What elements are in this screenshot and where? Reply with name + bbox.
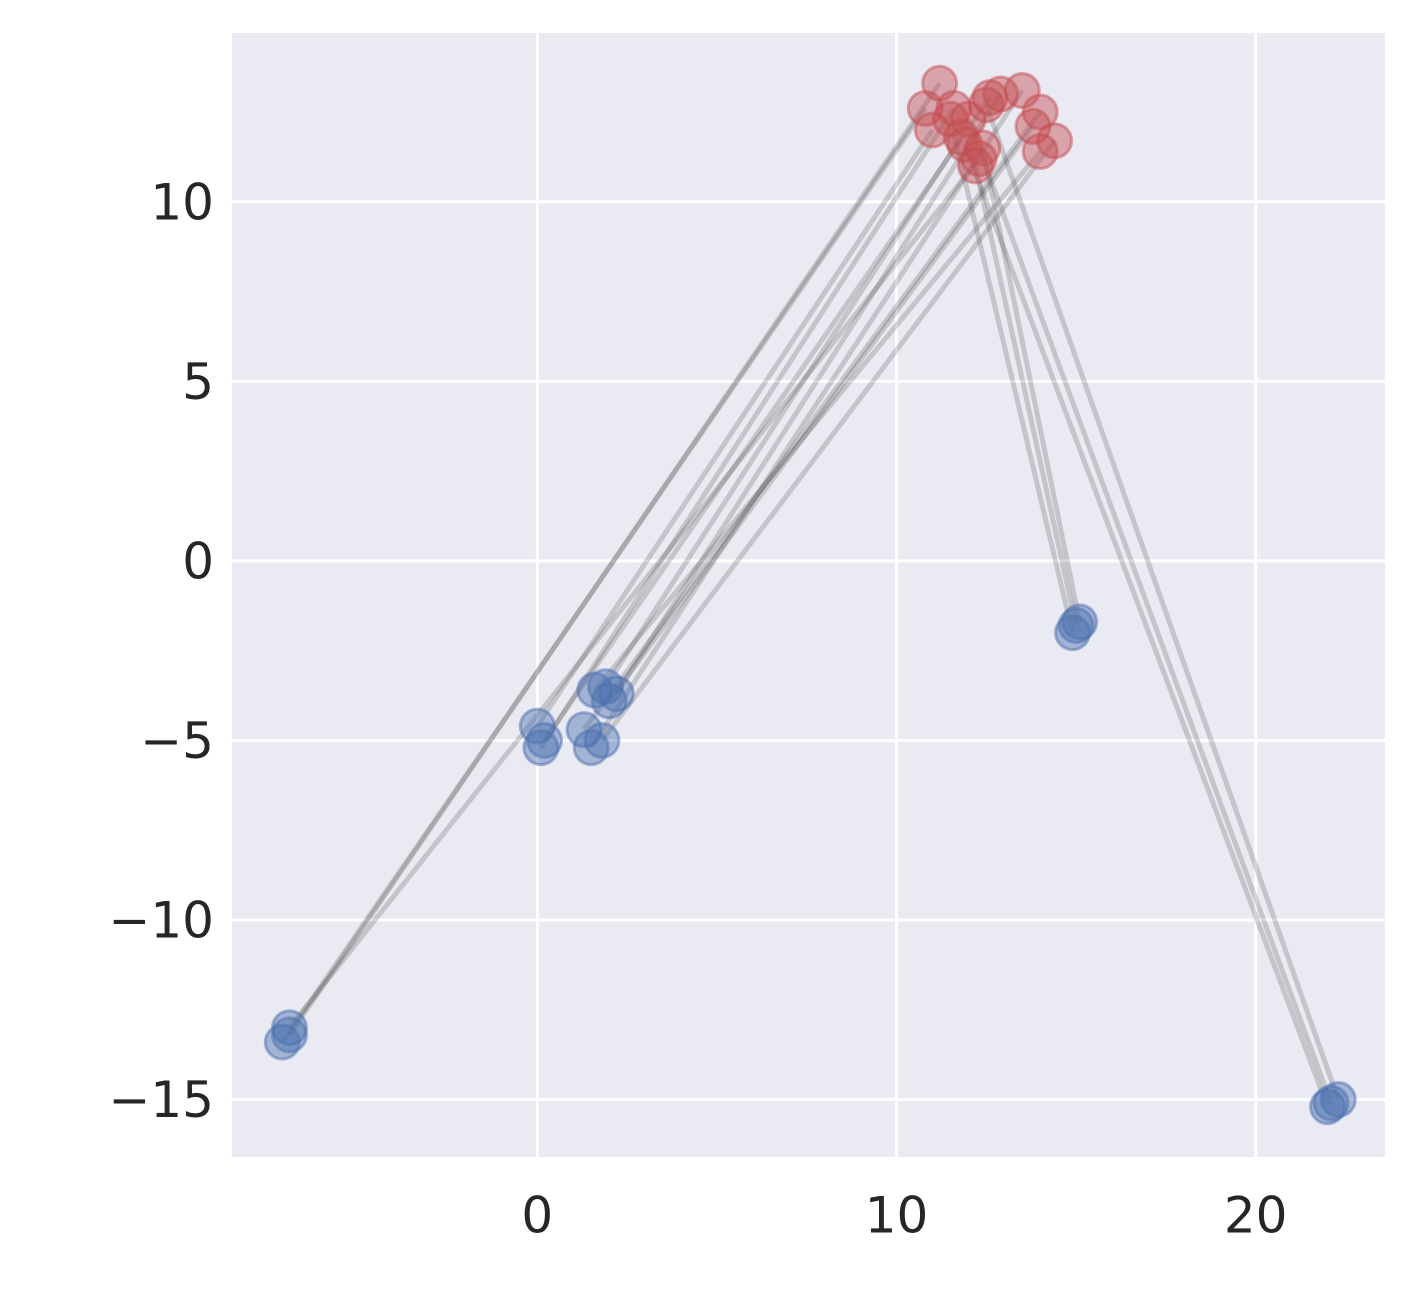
pair-link bbox=[983, 103, 1341, 1101]
pair-link bbox=[603, 135, 964, 688]
x-tick-label: 20 bbox=[1224, 1187, 1288, 1245]
y-tick-label: −15 bbox=[108, 1071, 214, 1129]
y-tick-label: 10 bbox=[150, 173, 214, 231]
y-tick-label: 5 bbox=[182, 353, 214, 411]
pair-link bbox=[581, 110, 1043, 732]
point bbox=[1014, 107, 1052, 145]
pair-link bbox=[980, 147, 1083, 623]
pair-link bbox=[599, 139, 1057, 742]
pair-link bbox=[962, 143, 1330, 1108]
pair-link bbox=[592, 149, 1043, 692]
pair-link bbox=[965, 118, 1334, 1104]
x-tick-label: 0 bbox=[521, 1187, 553, 1245]
y-tick-label: 0 bbox=[182, 532, 214, 590]
point bbox=[946, 125, 984, 163]
pair-link bbox=[535, 128, 935, 728]
x-tick-label: 10 bbox=[865, 1187, 929, 1245]
pair-link bbox=[287, 81, 942, 1037]
pair-link bbox=[538, 107, 957, 749]
point bbox=[587, 668, 625, 706]
point bbox=[1309, 1088, 1347, 1126]
pair-link bbox=[589, 89, 1025, 749]
pair-link bbox=[973, 165, 1079, 627]
point bbox=[522, 729, 560, 767]
point bbox=[270, 1009, 308, 1047]
pair-link bbox=[947, 118, 1075, 634]
y-tick-label: −5 bbox=[140, 712, 214, 770]
pair-link bbox=[607, 124, 1036, 703]
point bbox=[967, 86, 1005, 124]
y-tick-label: −10 bbox=[108, 891, 214, 949]
pair-link bbox=[287, 157, 982, 1030]
point bbox=[1054, 614, 1092, 652]
point bbox=[583, 721, 621, 759]
plot-area bbox=[232, 33, 1385, 1157]
pair-link bbox=[614, 92, 1003, 696]
pair-link bbox=[280, 106, 928, 1044]
pair-link bbox=[542, 96, 992, 742]
